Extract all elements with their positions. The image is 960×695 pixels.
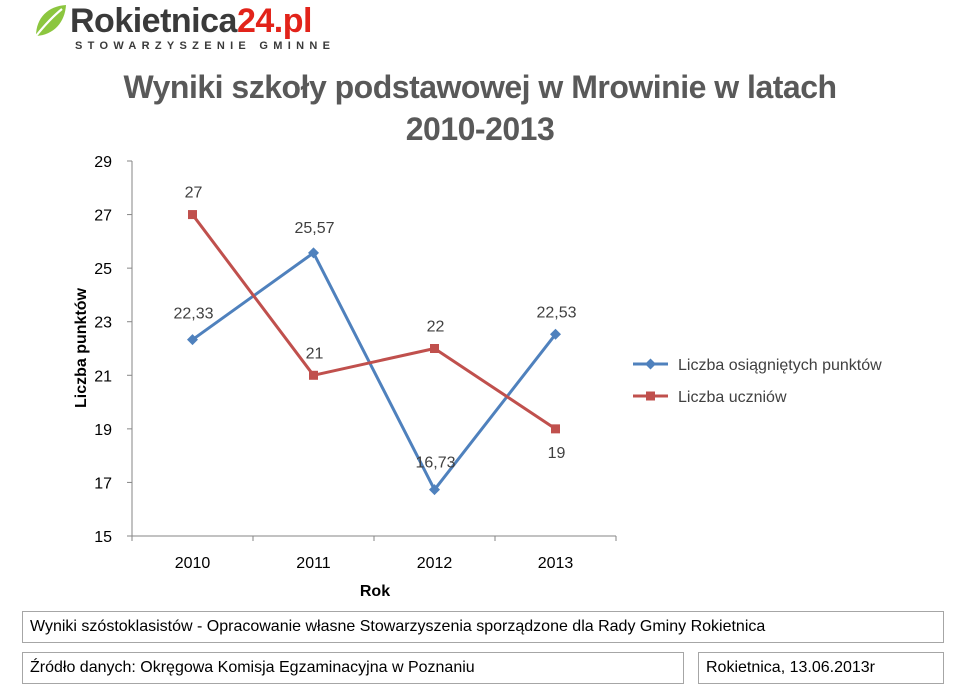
data-point [188,210,197,220]
y-tick-label: 29 [94,154,112,171]
y-tick-label: 19 [94,422,112,439]
data-label: 19 [548,445,566,462]
y-tick-label: 15 [94,529,112,546]
footer-place-date: Rokietnica, 13.06.2013r [698,652,944,684]
x-tick-label: 2013 [538,555,574,572]
y-tick-label: 17 [94,475,112,492]
data-label: 27 [185,185,203,202]
legend-entry: Liczba osiągniętych punktów [678,357,882,374]
series-line [191,213,557,431]
data-point [551,424,560,434]
logo: Rokietnica24.pl STOWARZYSZENIE GMINNE [30,2,330,54]
leaf-icon [35,5,66,37]
data-label: 16,73 [415,455,455,472]
y-tick-label: 25 [94,261,112,278]
data-label: 21 [306,345,324,362]
data-point [429,484,440,496]
data-label: 25,57 [294,220,334,237]
y-axis-title: Liczba punktów [73,287,90,408]
data-point [187,334,198,346]
data-point [550,328,561,340]
x-tick-label: 2011 [296,555,331,572]
data-label: 22 [427,319,445,336]
x-axis-title: Rok [360,583,390,600]
data-point [309,370,318,380]
logo-subtitle: STOWARZYSZENIE GMINNE [75,40,336,52]
legend-swatch-marker [645,358,656,370]
y-tick-label: 27 [94,208,112,225]
footer-note: Wyniki szóstoklasistów - Opracowanie wła… [22,611,944,643]
footer-source: Źródło danych: Okręgowa Komisja Egzamina… [22,652,684,684]
y-tick-label: 21 [94,368,112,385]
legend-swatch-marker [646,391,655,401]
chart-title: Wyniki szkoły podstawowej w Mrowinie w l… [123,69,837,147]
logo-name: Rokietnica24.pl [70,2,312,40]
x-tick-label: 2010 [175,555,211,572]
legend-entry: Liczba uczniów [678,389,787,406]
y-tick-label: 23 [94,315,112,332]
x-tick-label: 2012 [417,555,453,572]
data-label: 22,33 [173,306,213,323]
data-point [308,247,319,259]
data-label: 22,53 [536,304,576,321]
data-point [430,344,439,353]
